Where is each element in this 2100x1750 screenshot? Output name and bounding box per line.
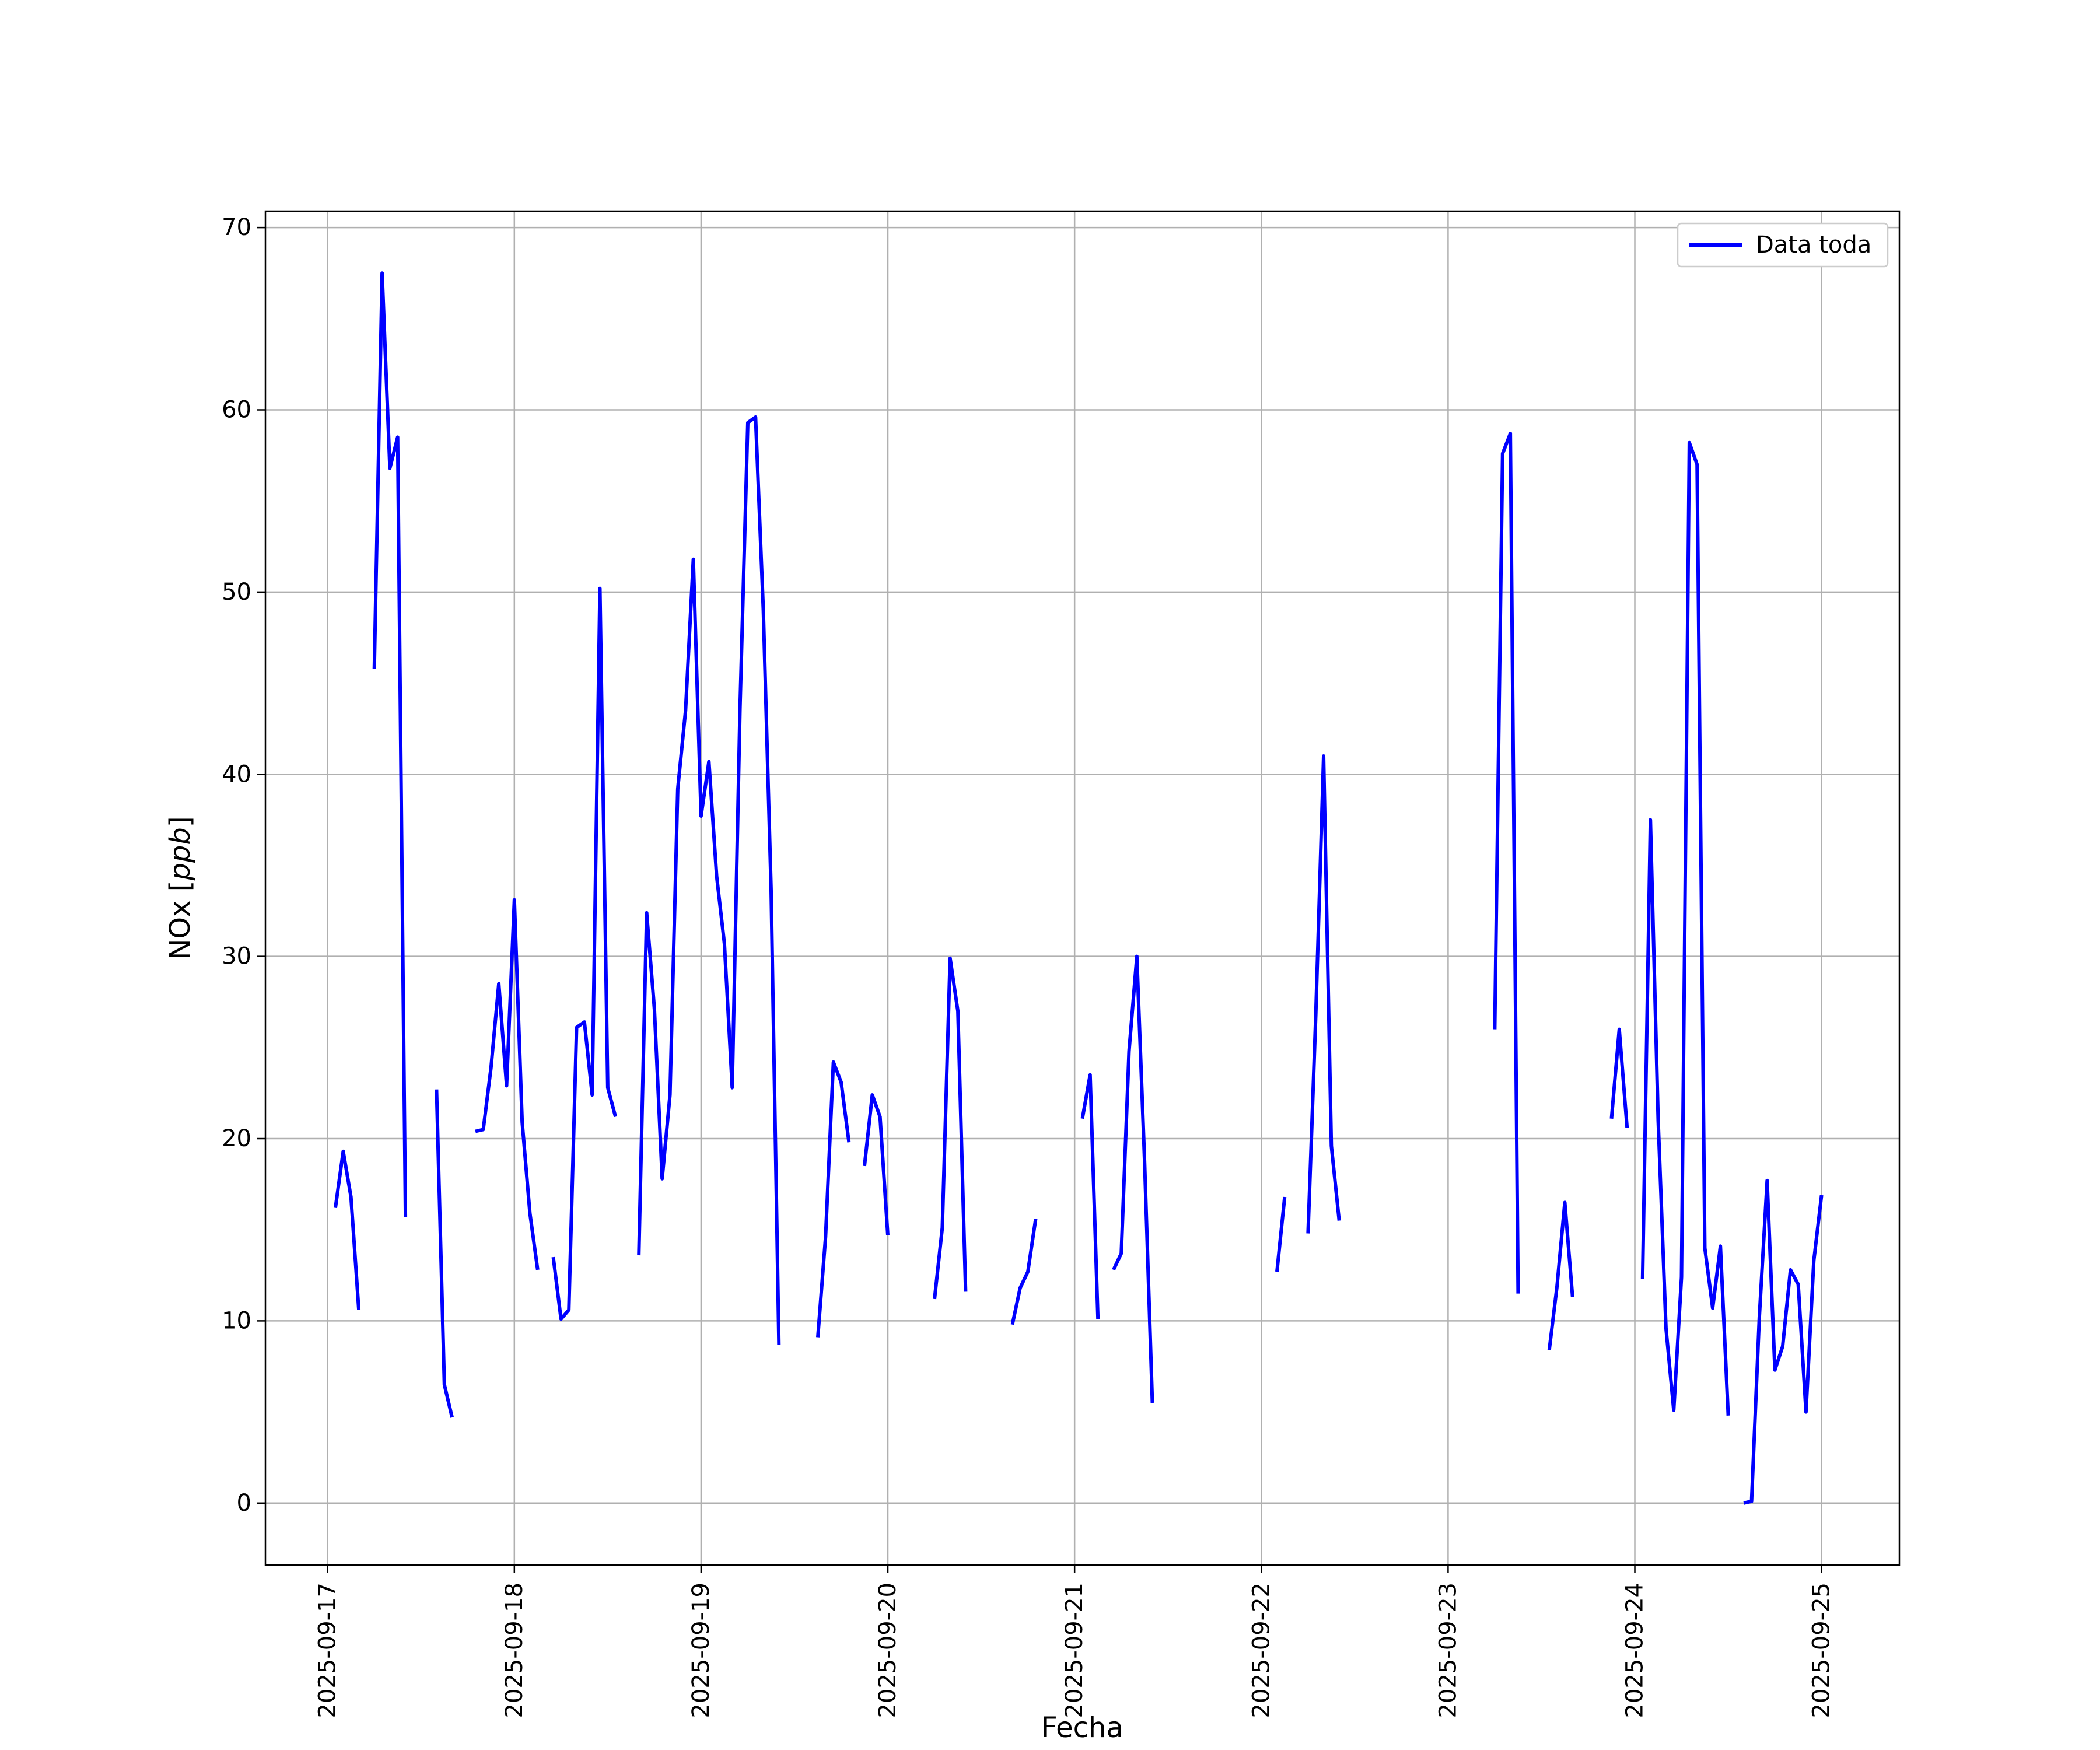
grid <box>265 211 1899 1565</box>
legend-box <box>1676 222 1889 268</box>
y-tick-label: 50 <box>222 579 251 606</box>
series-line-segment <box>435 1089 454 1418</box>
series-line-segment <box>1306 754 1341 1234</box>
series-line-segment <box>1010 1219 1038 1325</box>
x-tick-label: 2025-09-21 <box>1061 1583 1088 1718</box>
y-axis-title-bracket-close: ] <box>164 816 197 827</box>
y-tick-label: 40 <box>222 761 251 788</box>
x-tick-label: 2025-09-25 <box>1808 1583 1835 1718</box>
y-tick-label: 0 <box>237 1490 251 1517</box>
series-line-segment <box>1112 954 1154 1404</box>
x-tick-label: 2025-09-19 <box>688 1583 715 1718</box>
series-line-segment <box>334 1149 361 1310</box>
x-tick-label: 2025-09-22 <box>1248 1583 1275 1718</box>
x-axis-ticks: 2025-09-17 2025-09-18 2025-09-19 2025-09-20… <box>314 1565 1835 1718</box>
series-line-segment <box>1275 1196 1287 1272</box>
x-tick-label: 2025-09-18 <box>501 1583 528 1718</box>
y-tick-label: 70 <box>222 214 251 241</box>
series-line-segment <box>372 271 408 1217</box>
series-line-segment <box>475 898 540 1270</box>
y-tick-label: 30 <box>222 943 251 970</box>
x-tick-label: 2025-09-23 <box>1434 1583 1461 1718</box>
y-axis-title: NOx [ppb] <box>164 816 197 960</box>
series-line-segment <box>551 586 618 1321</box>
y-tick-label: 20 <box>222 1125 251 1152</box>
y-axis-ticks: 0 10 20 30 40 50 60 70 <box>222 214 265 1517</box>
series-layer <box>334 271 1824 1505</box>
y-axis-title-bracket-open: [ <box>164 881 197 892</box>
series-line-segment <box>637 415 781 1345</box>
y-tick-label: 60 <box>222 396 251 423</box>
y-axis-title-text: NOx <box>164 891 197 960</box>
series-line-segment <box>816 1060 851 1338</box>
series-line-segment <box>1547 1200 1574 1350</box>
x-axis-title: Fecha <box>1041 1712 1124 1744</box>
series-line-segment <box>1609 1027 1629 1128</box>
legend-label: Data toda <box>1756 232 1871 258</box>
plot-frame <box>264 210 1901 1566</box>
x-tick-label: 2025-09-17 <box>314 1583 341 1718</box>
y-tick-label: 10 <box>222 1307 251 1334</box>
series-line-segment <box>1080 1073 1100 1320</box>
series-line-segment <box>933 956 968 1300</box>
x-tick-label: 2025-09-20 <box>874 1583 901 1718</box>
series-line-segment <box>1743 1178 1824 1505</box>
series-line-segment <box>1493 432 1520 1294</box>
legend: Data toda <box>1676 222 1889 268</box>
series-line-segment <box>863 1093 890 1236</box>
y-axis-title-unit: ppb <box>164 827 197 881</box>
series-line-segment <box>1640 440 1730 1416</box>
x-tick-label: 2025-09-24 <box>1622 1583 1648 1718</box>
